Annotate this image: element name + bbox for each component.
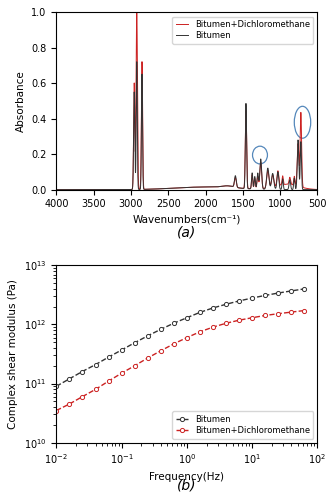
X-axis label: Wavenumbers(cm⁻¹): Wavenumbers(cm⁻¹) <box>133 215 241 225</box>
Bitumen+Dichloromethane <box>276 310 280 316</box>
Bitumen+Dichloromethane <box>146 355 150 361</box>
Bitumen+Dichloromethane <box>256 174 260 180</box>
Bitumen <box>263 292 267 298</box>
Y-axis label: Absorbance: Absorbance <box>16 70 26 132</box>
Bitumen <box>211 305 215 311</box>
Bitumen <box>316 186 320 192</box>
Bitumen+Dichloromethane <box>302 308 306 314</box>
X-axis label: Frequency(Hz): Frequency(Hz) <box>149 472 224 482</box>
Bitumen+Dichloromethane <box>250 314 254 320</box>
Bitumen <box>152 186 156 192</box>
Bitumen <box>54 186 58 192</box>
Bitumen+Dichloromethane <box>168 186 172 192</box>
Bitumen+Dichloromethane <box>263 312 267 318</box>
Bitumen <box>198 310 202 316</box>
Bitumen <box>289 288 293 294</box>
Bitumen <box>67 376 71 382</box>
Bitumen <box>276 290 280 296</box>
Line: Bitumen+Dichloromethane: Bitumen+Dichloromethane <box>54 308 307 412</box>
Text: (b): (b) <box>177 478 197 492</box>
Bitumen+Dichloromethane <box>316 186 320 192</box>
Bitumen+Dichloromethane <box>152 186 156 192</box>
Bitumen <box>107 354 111 360</box>
Bitumen <box>94 362 98 368</box>
Bitumen <box>159 326 163 332</box>
Bitumen+Dichloromethane <box>172 341 176 347</box>
Bitumen <box>185 314 189 320</box>
Bitumen+Dichloromethane <box>94 386 98 392</box>
Text: (a): (a) <box>177 225 197 239</box>
Legend: Bitumen, Bitumen+Dichloromethane: Bitumen, Bitumen+Dichloromethane <box>172 412 313 438</box>
Bitumen <box>311 186 315 192</box>
Y-axis label: Complex shear modulus (Pa): Complex shear modulus (Pa) <box>8 279 18 429</box>
Bitumen+Dichloromethane <box>67 401 71 407</box>
Bitumen <box>250 295 254 301</box>
Bitumen <box>146 333 150 339</box>
Line: Bitumen: Bitumen <box>54 287 307 388</box>
Bitumen <box>172 320 176 326</box>
Bitumen+Dichloromethane <box>198 329 202 335</box>
Bitumen <box>237 298 241 304</box>
Bitumen+Dichloromethane <box>237 317 241 323</box>
Line: Bitumen+Dichloromethane: Bitumen+Dichloromethane <box>56 8 318 190</box>
Bitumen <box>90 186 94 192</box>
Bitumen <box>224 301 228 307</box>
Bitumen <box>80 368 84 374</box>
Bitumen+Dichloromethane <box>54 408 58 414</box>
Bitumen+Dichloromethane <box>289 309 293 315</box>
Bitumen+Dichloromethane <box>54 186 58 192</box>
Bitumen+Dichloromethane <box>120 370 124 376</box>
Legend: Bitumen+Dichloromethane, Bitumen: Bitumen+Dichloromethane, Bitumen <box>172 16 313 44</box>
Bitumen+Dichloromethane <box>311 186 315 192</box>
Bitumen+Dichloromethane <box>80 394 84 400</box>
Bitumen+Dichloromethane <box>185 334 189 340</box>
Bitumen <box>256 171 260 177</box>
Bitumen <box>120 347 124 353</box>
Line: Bitumen: Bitumen <box>56 62 318 190</box>
Bitumen+Dichloromethane <box>90 186 94 192</box>
Bitumen+Dichloromethane <box>224 320 228 326</box>
Bitumen <box>135 59 139 65</box>
Bitumen <box>54 384 58 390</box>
Bitumen <box>270 176 274 182</box>
Bitumen+Dichloromethane <box>135 6 139 12</box>
Bitumen <box>168 186 172 192</box>
Bitumen+Dichloromethane <box>159 348 163 354</box>
Bitumen <box>133 340 137 346</box>
Bitumen+Dichloromethane <box>107 378 111 384</box>
Bitumen <box>302 286 306 292</box>
Bitumen+Dichloromethane <box>133 363 137 369</box>
Bitumen+Dichloromethane <box>211 324 215 330</box>
Bitumen+Dichloromethane <box>270 176 274 182</box>
